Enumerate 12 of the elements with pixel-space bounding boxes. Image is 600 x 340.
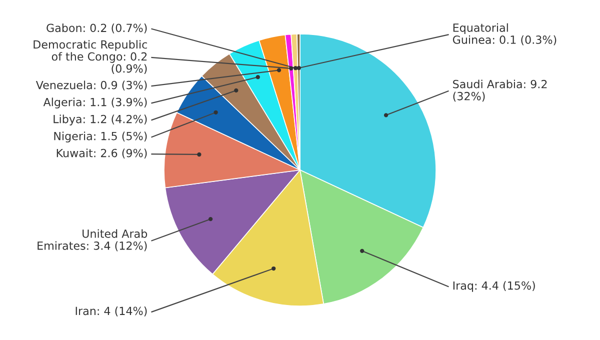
slice-label: Saudi Arabia: 9.2 (32%) (453, 80, 547, 102)
slice-label: Equatorial Guinea: 0.1 (0.3%) (452, 23, 556, 46)
slice-label: Gabon: 0.2 (0.7%) (46, 24, 147, 34)
slice-label: Libya: 1.2 (4.2%) (54, 114, 147, 126)
slice-label: Democratic Republic of the Congo: 0.2 (0.9%) (34, 40, 147, 74)
slice-label: Algeria: 1.1 (3.9%) (43, 98, 147, 108)
slice-label: Kuwait: 2.6 (9%) (56, 148, 147, 159)
slice-label: United Arab Emirates: 3.4 (12%) (38, 229, 148, 252)
slice-label: Venezuela: 0.9 (3%) (36, 80, 147, 91)
slice-label: Nigeria: 1.5 (5%) (54, 132, 147, 142)
slice-label: Iran: 4 (14%) (76, 306, 147, 316)
slice-label: Iraq: 4.4 (15%) (453, 281, 535, 292)
